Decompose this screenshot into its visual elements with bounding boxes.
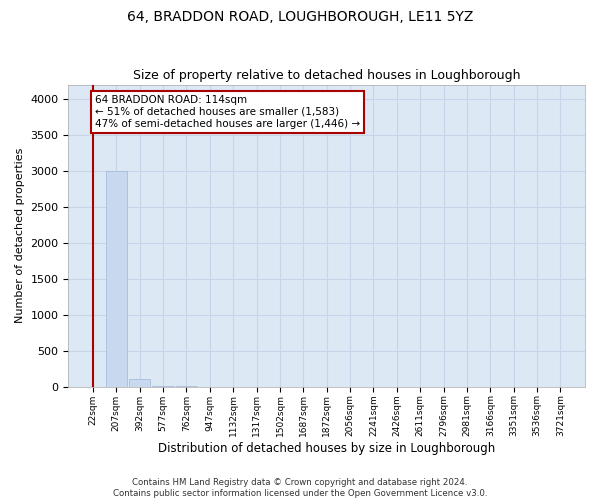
Y-axis label: Number of detached properties: Number of detached properties [15,148,25,324]
Bar [129,380,151,386]
Text: 64, BRADDON ROAD, LOUGHBOROUGH, LE11 5YZ: 64, BRADDON ROAD, LOUGHBOROUGH, LE11 5YZ [127,10,473,24]
Title: Size of property relative to detached houses in Loughborough: Size of property relative to detached ho… [133,69,520,82]
Text: 64 BRADDON ROAD: 114sqm
← 51% of detached houses are smaller (1,583)
47% of semi: 64 BRADDON ROAD: 114sqm ← 51% of detache… [95,96,360,128]
Text: Contains HM Land Registry data © Crown copyright and database right 2024.
Contai: Contains HM Land Registry data © Crown c… [113,478,487,498]
X-axis label: Distribution of detached houses by size in Loughborough: Distribution of detached houses by size … [158,442,496,455]
Bar [106,171,127,386]
